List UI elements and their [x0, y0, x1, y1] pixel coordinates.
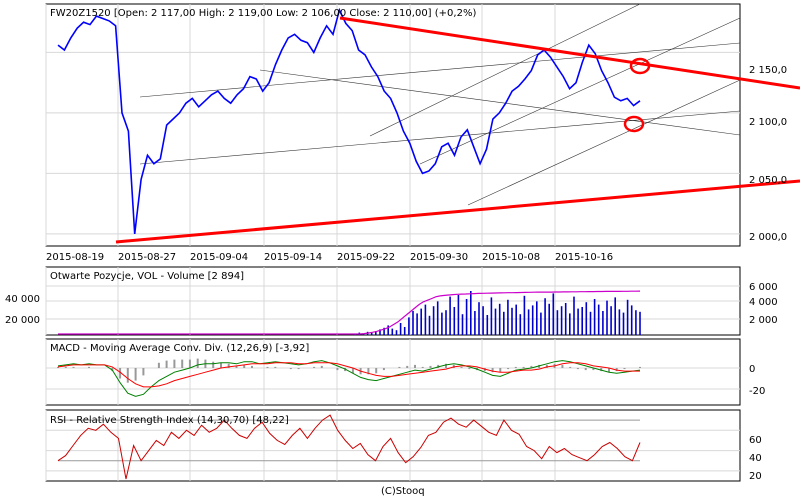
- volume-grid: [45, 267, 740, 335]
- x-tick-label: 2015-09-14: [264, 252, 322, 263]
- y-tick-label: 2 000,0: [749, 232, 787, 243]
- x-tick-label: 2015-08-27: [118, 252, 176, 263]
- marker-circle: [629, 57, 651, 75]
- rsi-panel-frame: [45, 409, 741, 482]
- resistance-line: [339, 16, 800, 90]
- rsi-panel-title: RSI - Relative Strength Index (14,30,70)…: [50, 415, 289, 426]
- volume-panel: Otwarte Pozycje, VOL - Volume [2 894] 40…: [5, 266, 778, 336]
- y-tick-label-right: 2 000: [749, 315, 778, 326]
- footer-copyright: (C)Stooq: [381, 486, 425, 497]
- macd-panel-title: MACD - Moving Average Conv. Div. (12,26,…: [50, 343, 309, 354]
- y-tick-label-left: 20 000: [5, 315, 40, 326]
- x-tick-label: 2015-10-16: [555, 252, 613, 263]
- signal-line: [57, 362, 640, 388]
- x-tick-label: 2015-10-08: [482, 252, 540, 263]
- rsi-grid: [45, 410, 740, 481]
- volume-bars: [354, 291, 641, 335]
- open-interest-line: [58, 290, 641, 335]
- price-markers: [623, 57, 651, 133]
- y-tick-label-right: 6 000: [749, 282, 778, 293]
- y-tick-label-left: 40 000: [5, 294, 40, 305]
- price-x-axis: 2015-08-19 2015-08-27 2015-09-04 2015-09…: [46, 252, 613, 263]
- price-panel-title: FW20Z1520 [Open: 2 117,00 High: 2 119,00…: [50, 8, 476, 19]
- trend-line: [259, 69, 741, 136]
- y-tick-label: 60: [749, 435, 762, 446]
- price-grid: [45, 4, 740, 246]
- trend-line: [139, 42, 741, 98]
- x-tick-label: 2015-08-19: [46, 252, 104, 263]
- price-series-line: [57, 7, 641, 234]
- macd-line: [57, 360, 641, 397]
- rsi-line: [57, 414, 641, 480]
- x-tick-label: 2015-09-22: [337, 252, 395, 263]
- y-tick-label: 0: [749, 364, 755, 375]
- x-tick-label: 2015-09-04: [190, 252, 248, 263]
- support-line: [115, 179, 800, 244]
- volume-panel-title: Otwarte Pozycje, VOL - Volume [2 894]: [50, 271, 244, 282]
- price-panel: FW20Z1520 [Open: 2 117,00 High: 2 119,00…: [45, 3, 800, 263]
- price-y-axis: 2 150,0 2 100,0 2 050,0 2 000,0: [749, 65, 787, 243]
- y-tick-label: 40: [749, 453, 762, 464]
- trend-line: [369, 3, 641, 137]
- y-tick-label: 20: [749, 471, 762, 482]
- y-tick-label: -20: [749, 386, 765, 397]
- marker-circle: [623, 115, 645, 133]
- y-tick-label-right: 4 000: [749, 297, 778, 308]
- x-tick-label: 2015-09-30: [410, 252, 468, 263]
- trend-line: [419, 17, 741, 165]
- rsi-panel: RSI - Relative Strength Index (14,30,70)…: [45, 409, 762, 482]
- y-tick-label: 2 150,0: [749, 65, 787, 76]
- trend-lines-emphasis: [115, 16, 800, 244]
- y-tick-label: 2 050,0: [749, 175, 787, 186]
- macd-panel: MACD - Moving Average Conv. Div. (12,26,…: [45, 338, 765, 406]
- trend-line: [467, 79, 741, 206]
- y-tick-label: 2 100,0: [749, 117, 787, 128]
